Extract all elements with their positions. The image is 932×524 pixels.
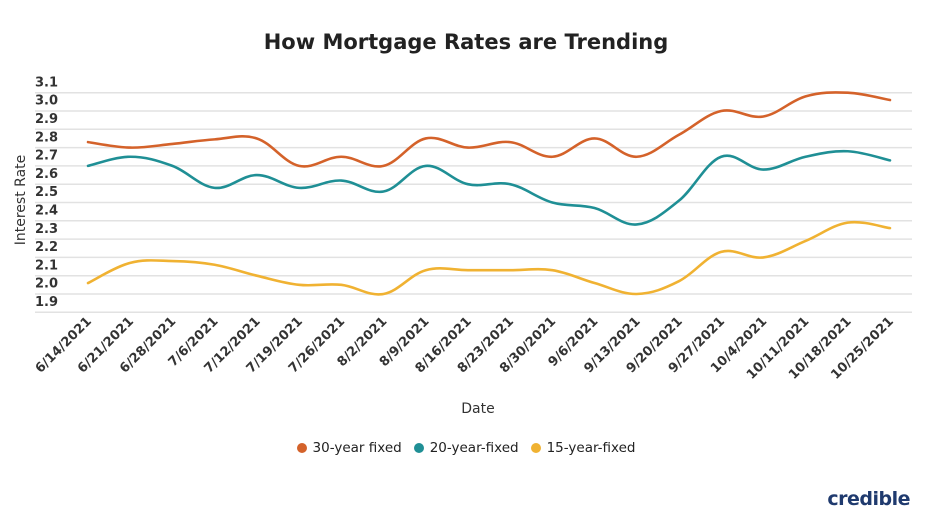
legend: 30-year fixed 20-year-fixed 15-year-fixe… bbox=[0, 440, 932, 456]
y-tick-label: 2.0 bbox=[35, 277, 58, 292]
credible-logo: credible bbox=[827, 488, 910, 510]
legend-dot bbox=[296, 443, 307, 453]
legend-item-30-year: 30-year fixed bbox=[296, 440, 402, 456]
legend-dot bbox=[413, 443, 424, 453]
x-axis-label: Date bbox=[461, 401, 494, 417]
y-tick-label: 3.1 bbox=[35, 75, 58, 90]
y-tick-label: 2.2 bbox=[35, 240, 58, 255]
legend-item-15-year: 15-year-fixed bbox=[530, 440, 636, 456]
y-axis-label: Interest Rate bbox=[13, 155, 29, 246]
y-tick-label: 2.8 bbox=[35, 130, 58, 145]
y-tick-label: 3.0 bbox=[35, 94, 58, 109]
y-axis-ticks: 3.1 3.0 2.9 2.8 2.7 2.6 2.5 2.4 2.3 2.2 2.1 2.0 1.9 bbox=[35, 75, 58, 310]
y-tick-label: 2.3 bbox=[35, 222, 58, 237]
gridlines bbox=[35, 91, 912, 314]
chart-title: How Mortgage Rates are Trending bbox=[263, 30, 669, 54]
y-tick-label: 2.7 bbox=[35, 149, 58, 164]
y-tick-label: 2.9 bbox=[35, 112, 58, 127]
series-lines bbox=[86, 91, 892, 296]
y-tick-label: 2.5 bbox=[35, 185, 58, 200]
y-tick-label: 2.6 bbox=[35, 167, 58, 182]
series-line-1 bbox=[86, 149, 892, 226]
x-axis-ticks: 6/14/20216/21/20216/28/20217/6/20217/12/… bbox=[33, 314, 897, 382]
legend-label: 30-year fixed bbox=[312, 440, 402, 456]
legend-item-20-year: 20-year-fixed bbox=[413, 440, 519, 456]
y-tick-label: 2.4 bbox=[35, 204, 58, 219]
y-tick-label: 1.9 bbox=[35, 295, 58, 310]
legend-label: 20-year-fixed bbox=[429, 440, 519, 456]
series-line-2 bbox=[86, 220, 892, 296]
series-line-0 bbox=[86, 91, 892, 168]
y-tick-label: 2.1 bbox=[35, 258, 58, 273]
legend-label: 15-year-fixed bbox=[546, 440, 636, 456]
legend-dot bbox=[530, 443, 541, 453]
